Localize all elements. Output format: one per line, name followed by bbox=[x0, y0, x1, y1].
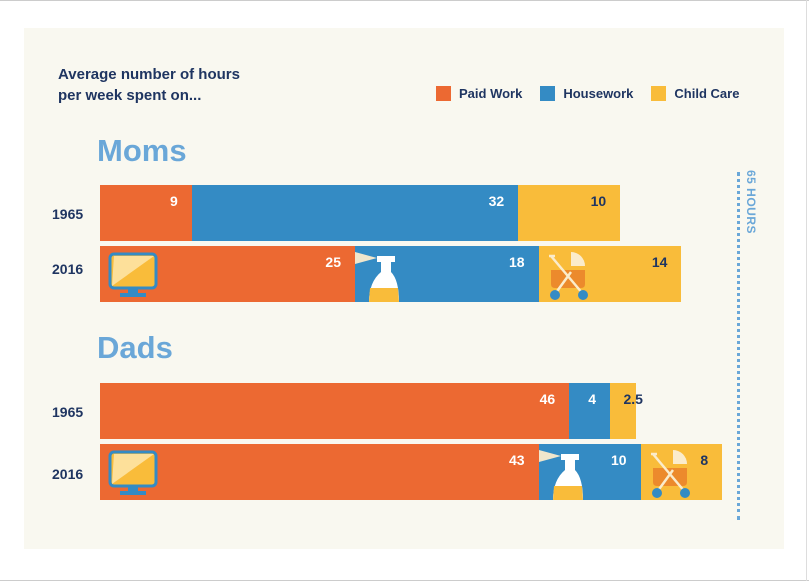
frame-bottom bbox=[0, 580, 809, 581]
bar-segment-paid-work bbox=[100, 444, 539, 500]
legend-swatch bbox=[651, 86, 667, 101]
legend-child-care: Child Care bbox=[651, 86, 739, 101]
bar-segment-paid-work bbox=[100, 383, 570, 439]
value-label: 2.5 bbox=[623, 391, 643, 407]
year-label: 2016 bbox=[52, 261, 84, 277]
value-label: 4 bbox=[588, 391, 596, 407]
legend-label: Housework bbox=[563, 86, 634, 101]
chart-title: Average number of hours per week spent o… bbox=[58, 64, 240, 106]
spray-bottle-icon bbox=[355, 246, 405, 307]
frame-top bbox=[0, 0, 809, 1]
value-label: 14 bbox=[651, 254, 668, 270]
group-label-moms: Moms bbox=[97, 133, 187, 168]
legend-swatch bbox=[436, 86, 451, 101]
value-label: 43 bbox=[509, 452, 525, 468]
value-label: 10 bbox=[590, 193, 607, 209]
value-label: 25 bbox=[325, 254, 341, 270]
reference-label: 65 HOURS bbox=[744, 170, 758, 235]
year-label: 2016 bbox=[52, 466, 84, 482]
legend-label: Child Care bbox=[674, 86, 740, 101]
legend-label: Paid Work bbox=[459, 86, 523, 101]
value-label: 9 bbox=[170, 193, 178, 209]
value-label: 46 bbox=[539, 391, 556, 407]
reference-line-65 bbox=[737, 172, 740, 520]
year-label: 1965 bbox=[52, 404, 84, 420]
bar-segment-paid-work bbox=[100, 185, 192, 241]
legend: Paid Work Housework Child Care bbox=[436, 86, 739, 101]
group-label-dads: Dads bbox=[97, 330, 173, 365]
frame-right bbox=[806, 0, 807, 581]
bar-segment-housework bbox=[569, 383, 610, 439]
value-label: 18 bbox=[509, 254, 525, 270]
bar-segment-housework bbox=[191, 185, 519, 241]
monitor-icon bbox=[108, 450, 160, 501]
spray-bottle-icon bbox=[538, 444, 589, 505]
value-label: 10 bbox=[611, 452, 627, 468]
bar-segment-child-care bbox=[518, 185, 621, 241]
bar-segment-child-care bbox=[610, 383, 636, 439]
legend-swatch bbox=[540, 86, 556, 101]
value-label: 8 bbox=[700, 452, 709, 468]
monitor-icon bbox=[108, 252, 160, 303]
legend-housework: Housework bbox=[540, 86, 633, 101]
stroller-icon bbox=[650, 448, 693, 505]
value-label: 32 bbox=[488, 193, 505, 209]
year-label: 1965 bbox=[52, 206, 84, 222]
legend-paid-work: Paid Work bbox=[436, 86, 522, 101]
title-line-2: per week spent on... bbox=[58, 87, 202, 104]
title-line-1: Average number of hours bbox=[58, 66, 240, 83]
stroller-icon bbox=[548, 250, 591, 307]
